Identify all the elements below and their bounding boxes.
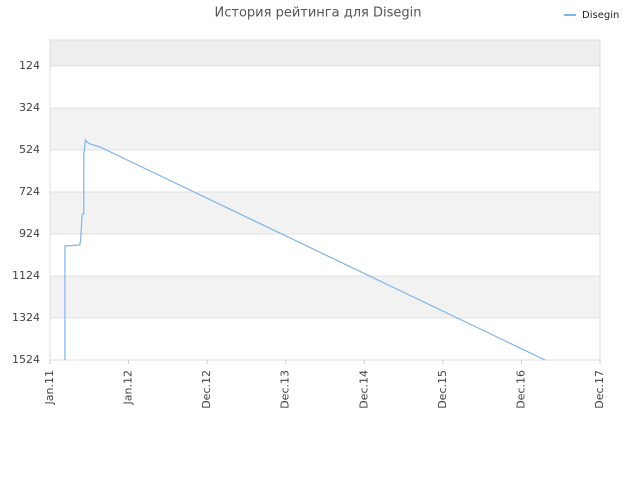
grid-band — [50, 276, 600, 319]
y-tick-label: 124 — [19, 59, 40, 72]
x-tick-label: Dec.13 — [279, 370, 292, 409]
x-tick-label: Dec.16 — [514, 370, 527, 409]
legend-label: Disegin — [582, 10, 619, 21]
x-tick-label: Dec.17 — [593, 370, 606, 409]
x-tick-label: Dec.12 — [200, 370, 213, 409]
grid-band — [50, 192, 600, 235]
y-tick-label: 1524 — [12, 353, 40, 366]
y-tick-label: 924 — [19, 227, 40, 240]
y-tick-label: 324 — [19, 101, 40, 114]
x-tick-label: Dec.14 — [357, 370, 370, 409]
y-tick-label: 1324 — [12, 311, 40, 324]
y-tick-label: 1124 — [12, 269, 40, 282]
grid-band — [50, 108, 600, 151]
grid-band — [50, 40, 600, 67]
y-tick-label: 524 — [19, 143, 40, 156]
chart-title: История рейтинга для Disegin — [215, 6, 422, 21]
line — [64, 138, 546, 361]
x-tick-label: Jan.11 — [43, 370, 56, 405]
plot-border — [49, 39, 601, 361]
y-tick-label: 724 — [19, 185, 40, 198]
x-tick-label: Dec.15 — [436, 370, 449, 409]
x-tick-label: Jan.12 — [122, 370, 135, 405]
